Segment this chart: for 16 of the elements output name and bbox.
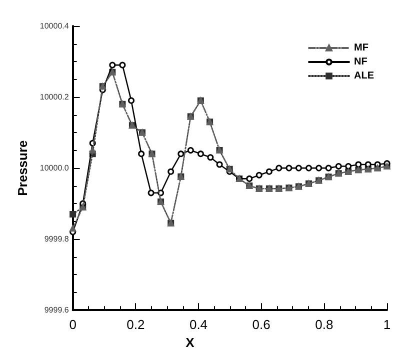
- x-tick-label: 0.2: [126, 317, 145, 332]
- x-tick-label: 1: [383, 317, 391, 332]
- x-tick-label: 0: [69, 317, 76, 332]
- x-axis-title: X: [186, 335, 195, 350]
- legend-label: MF: [354, 42, 368, 54]
- x-tick-label: 0.8: [315, 317, 334, 332]
- legend-label: NF: [354, 56, 368, 68]
- y-tick-label: 10000.4: [40, 22, 70, 30]
- y-tick-label: 9999.8: [44, 234, 70, 244]
- legend-label: ALE: [354, 70, 374, 82]
- y-tick-label: 9999.6: [44, 306, 70, 315]
- x-tick-label: 0.6: [252, 317, 270, 332]
- x-tick-label: 0.4: [189, 317, 208, 332]
- y-tick-label: 10000.0: [40, 164, 70, 173]
- y-axis-title: Pressure: [15, 140, 30, 196]
- y-tick-label: 10000.2: [40, 92, 70, 102]
